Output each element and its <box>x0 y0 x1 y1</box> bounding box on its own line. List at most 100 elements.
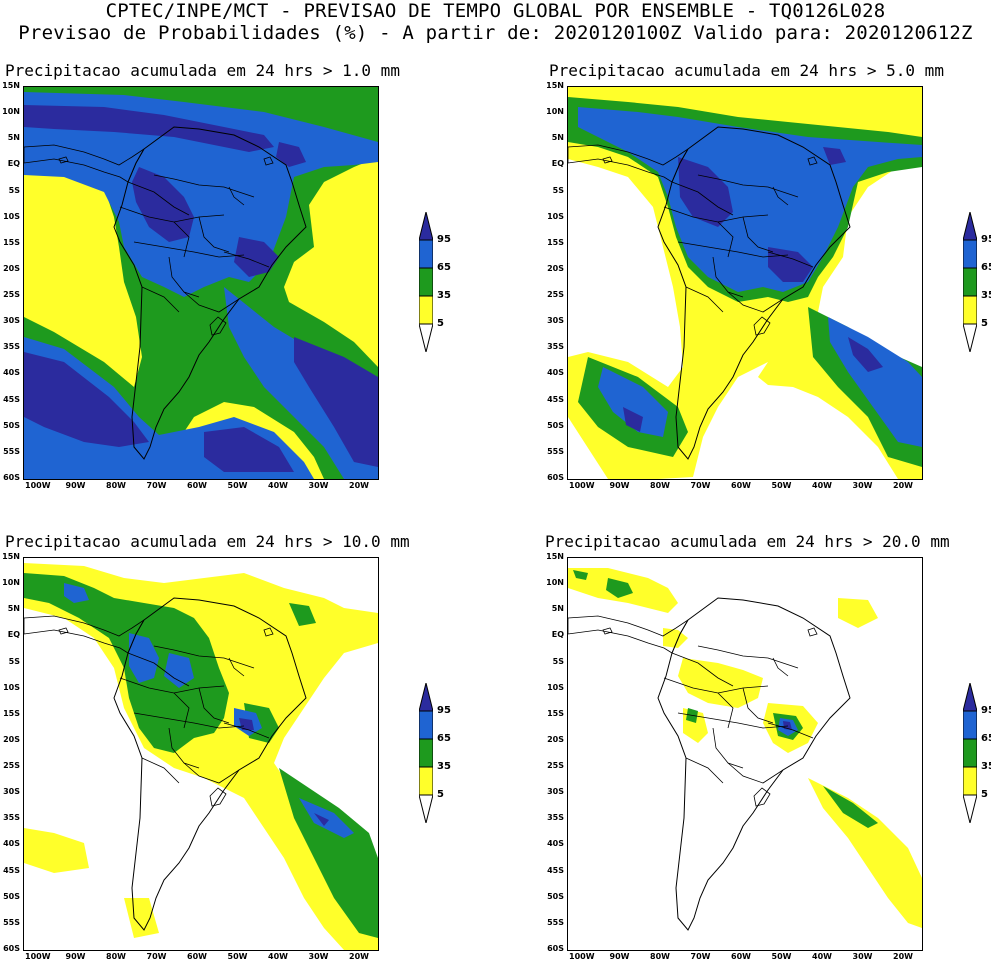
probability-area-35 <box>573 570 878 828</box>
legend-level-label: 65 <box>981 733 991 744</box>
country-border <box>677 712 789 729</box>
lat-label: 55S <box>3 446 20 456</box>
lon-label: 90W <box>609 481 630 490</box>
country-border <box>168 727 200 769</box>
country-border <box>223 722 270 739</box>
legend-level-label: 5 <box>437 789 444 800</box>
lat-label: 10N <box>2 107 20 117</box>
legend-level-label: 65 <box>437 262 451 273</box>
country-border <box>153 645 255 669</box>
lat-label: 15S <box>547 708 564 718</box>
lat-label: 25S <box>3 761 20 771</box>
coastline <box>113 597 307 931</box>
legend-level-label: 95 <box>981 234 991 245</box>
lat-label: 5N <box>7 133 20 143</box>
probability-map-4 <box>567 557 923 951</box>
lon-label: 70W <box>146 481 167 490</box>
country-border <box>717 692 734 729</box>
probability-area-65 <box>64 583 354 838</box>
country-border <box>767 722 814 739</box>
country-border <box>127 652 190 687</box>
island <box>602 156 613 164</box>
coastline <box>113 126 307 460</box>
island <box>58 627 69 635</box>
lat-label: 30S <box>3 787 20 797</box>
lat-label: 25S <box>547 761 564 771</box>
country-border <box>228 657 245 677</box>
country-border <box>671 652 734 687</box>
country-border <box>712 256 744 298</box>
lat-label: EQ <box>7 630 20 640</box>
country-border <box>127 181 190 216</box>
lat-label: 30S <box>3 316 20 326</box>
lon-label: 20W <box>349 481 369 490</box>
lat-label: 15S <box>547 237 564 247</box>
legend-level-label: 35 <box>981 761 991 772</box>
legend-cap-95 <box>963 212 977 241</box>
central-america-coast <box>24 144 145 183</box>
lon-label: 30W <box>852 481 873 490</box>
lat-label: EQ <box>551 630 564 640</box>
lon-label: 100W <box>569 481 595 490</box>
color-legend-3: 95 65 35 5 <box>419 683 451 823</box>
island <box>807 156 818 166</box>
legend-level-label: 65 <box>437 733 451 744</box>
country-border <box>183 762 240 784</box>
country-border <box>223 251 270 268</box>
lat-label: 5S <box>8 185 20 195</box>
lat-label: 10S <box>547 211 564 221</box>
legend-level-label: 95 <box>437 705 451 716</box>
country-border <box>141 757 180 784</box>
country-border <box>742 216 774 253</box>
lat-label: EQ <box>551 159 564 169</box>
lat-label: 55S <box>547 917 564 927</box>
lon-label: 50W <box>227 481 248 490</box>
island <box>753 316 771 336</box>
legend-level-label: 35 <box>981 290 991 301</box>
legend-level-label: 5 <box>981 318 988 329</box>
lat-label: 10N <box>2 578 20 588</box>
lat-label: 50S <box>547 891 564 901</box>
lat-label: 10N <box>546 578 564 588</box>
lat-label: 10S <box>547 682 564 692</box>
country-border <box>717 221 734 258</box>
lon-label: 80W <box>106 481 126 490</box>
country-border <box>772 186 789 206</box>
probability-area-5 <box>24 563 378 950</box>
country-border <box>712 727 744 769</box>
lat-label: 5N <box>7 604 20 614</box>
lon-label: 90W <box>65 481 86 490</box>
island <box>209 787 227 807</box>
legend-cap-low <box>419 794 433 823</box>
panel-title-3: Precipitacao acumulada em 24 hrs > 10.0 … <box>5 532 410 551</box>
lat-label: 20S <box>547 734 564 744</box>
lat-label: 60S <box>3 473 20 482</box>
lat-label: 50S <box>3 420 20 430</box>
lat-label: 40S <box>547 839 564 849</box>
lat-label: 20S <box>547 263 564 273</box>
lat-label: 5N <box>551 133 564 143</box>
legend-swatch <box>419 766 433 796</box>
lat-label: 55S <box>3 917 20 927</box>
country-border <box>685 286 724 313</box>
color-legend-2: 95 65 35 5 <box>963 212 991 352</box>
country-border <box>742 687 774 724</box>
legend-swatch <box>963 766 977 796</box>
legend-swatch <box>963 239 977 269</box>
lat-label: 55S <box>547 446 564 456</box>
probability-area-95 <box>239 718 329 826</box>
color-legend-4: 95 65 35 5 <box>963 683 991 823</box>
probability-area-65 <box>578 107 922 447</box>
country-border <box>772 657 789 677</box>
central-america-coast <box>568 615 689 654</box>
panel-title-1: Precipitacao acumulada em 24 hrs > 1.0 m… <box>5 61 400 80</box>
color-legend-1: 95 65 35 5 <box>419 212 451 352</box>
country-border <box>183 291 240 313</box>
country-border <box>153 174 255 198</box>
lat-label: 15N <box>546 81 564 90</box>
lon-label: 40W <box>268 481 288 490</box>
country-border <box>767 251 814 268</box>
lon-label: 30W <box>308 481 329 490</box>
lat-label: 35S <box>547 342 564 352</box>
lat-label: EQ <box>7 159 20 169</box>
